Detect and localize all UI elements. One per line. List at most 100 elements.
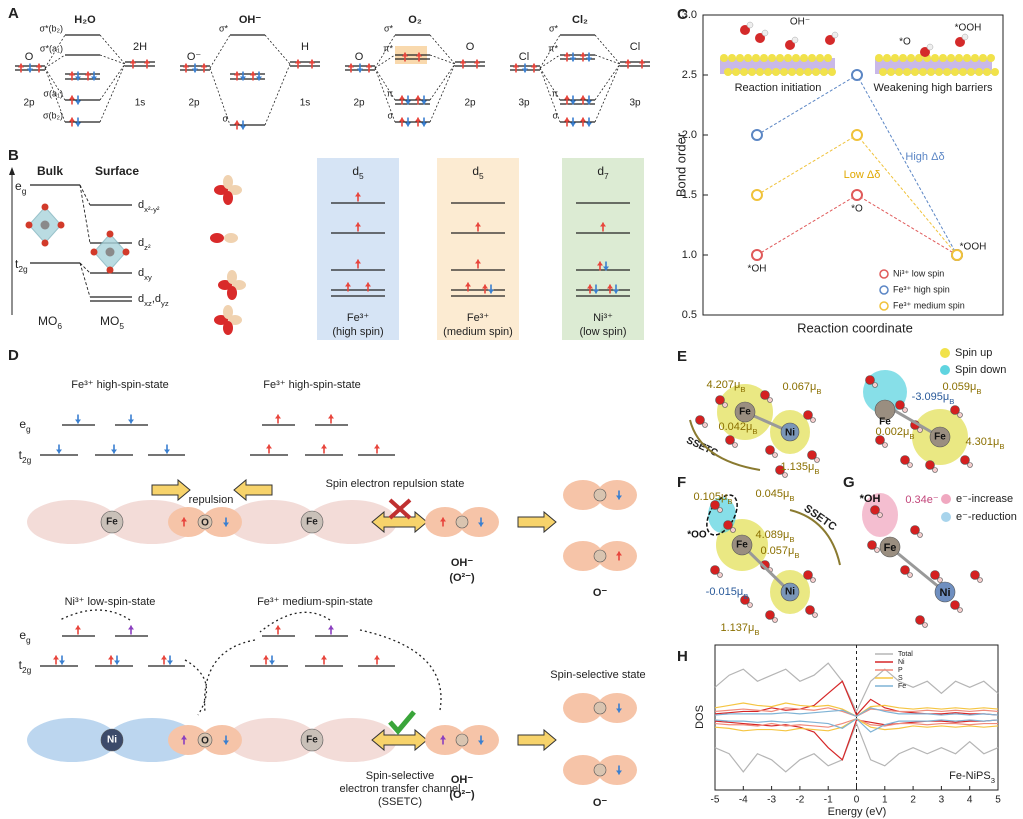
slab-atom — [812, 68, 820, 76]
spin-arrow-head — [616, 551, 622, 556]
atom-sphere — [875, 435, 885, 445]
atom-sphere — [810, 417, 816, 423]
atom-sphere — [100, 510, 124, 534]
structure-label: 4.089μ — [755, 529, 789, 541]
plot-frame — [702, 14, 1004, 316]
correlation-line — [374, 34, 396, 69]
spin-arrow-head — [586, 57, 592, 62]
correlation-line — [79, 184, 91, 244]
orbital-lobe — [597, 480, 637, 510]
label: z² — [144, 243, 151, 252]
structure-label: B — [727, 497, 732, 506]
orbital-lobe — [563, 755, 603, 785]
atom — [90, 248, 98, 256]
slab-atom — [903, 68, 911, 76]
atom-sphere — [702, 422, 708, 428]
atom-label: O — [25, 51, 34, 63]
spin-arrow-head — [616, 770, 622, 775]
dotted-arrow — [184, 659, 207, 716]
spin-arrow-head — [593, 289, 599, 294]
legend-marker — [879, 285, 889, 295]
dos-line — [714, 662, 999, 713]
label: dx²-y² — [138, 199, 160, 214]
atom-sphere — [870, 505, 880, 515]
slab-atom — [764, 68, 772, 76]
label: O⁻ — [593, 587, 608, 599]
slab-atom — [891, 54, 899, 62]
block-arrow — [233, 478, 273, 502]
label: Fe³⁺ high-spin-state — [71, 379, 169, 391]
label: Bulk — [37, 164, 63, 178]
spin-arrow-head — [181, 735, 187, 740]
spin-arrow-head — [440, 735, 446, 740]
slab-atom — [792, 54, 800, 62]
atom-sphere — [775, 465, 785, 475]
structure-label: Fe — [736, 540, 748, 551]
atom — [122, 248, 130, 256]
slab-atom — [784, 54, 792, 62]
slab-atom — [919, 68, 927, 76]
structure-label: 0.059μ — [942, 381, 976, 393]
spin-arrow-head — [114, 660, 120, 665]
legend-marker — [879, 301, 889, 311]
spin-arrow-head — [625, 59, 631, 64]
label: g — [22, 186, 27, 196]
structure-label: SSETC — [685, 435, 720, 459]
orbital-label: 2p — [464, 98, 476, 109]
double-arrow — [371, 510, 428, 534]
structure-label: 0.042μ — [718, 421, 752, 433]
orbital-lobe — [227, 286, 237, 300]
slab-atom — [788, 68, 796, 76]
slab-atom — [824, 54, 832, 62]
spin-arrow-head — [399, 117, 405, 122]
spin-arrow-head — [374, 444, 380, 449]
spin-arrow-head — [269, 660, 275, 665]
slab-atom — [939, 54, 947, 62]
spin-arrow-head — [91, 76, 97, 81]
spin-arrow-head — [275, 414, 281, 419]
atom-sphere — [922, 622, 928, 628]
structure-label: Ni — [940, 587, 951, 599]
orbital-lobe — [425, 507, 465, 537]
spin-arrow-head — [357, 68, 363, 73]
check-mark — [388, 710, 416, 735]
atom — [41, 203, 49, 211]
orbital-lobe — [597, 541, 637, 571]
structure-label: B — [740, 385, 745, 394]
spin-arrow-head — [365, 282, 371, 287]
transfer-arrow — [789, 509, 841, 566]
spin-arrow-head — [513, 63, 519, 68]
spin-arrow-head — [263, 655, 269, 660]
label: d5 — [472, 164, 484, 181]
label: 6 — [57, 321, 62, 331]
label: g — [26, 635, 31, 645]
label: eg — [19, 628, 31, 645]
slab-atom — [955, 54, 963, 62]
x-tick-label: -2 — [795, 795, 804, 806]
structure-label: 1.137μB — [720, 622, 759, 637]
spin-arrow-head — [639, 59, 645, 64]
spin-arrow-head — [613, 289, 619, 294]
label: dz² — [138, 237, 151, 252]
atom-sphere — [593, 701, 607, 715]
atom-sphere — [967, 462, 973, 468]
slab-atom — [720, 54, 728, 62]
atom — [25, 221, 33, 229]
legend-label: Spin down — [955, 364, 1006, 376]
orbital-lobe — [307, 718, 397, 762]
atom-sphere — [731, 534, 753, 556]
spin-arrow-head — [108, 655, 114, 660]
atom-sphere — [929, 426, 951, 448]
spin-arrow-head — [421, 100, 427, 105]
orbital-lobe — [224, 233, 238, 243]
atom-sphere — [780, 582, 800, 602]
mo-label: π* — [548, 43, 558, 53]
label: MO — [100, 314, 119, 328]
data-point — [751, 189, 763, 201]
slab-atom — [808, 54, 816, 62]
orbital-lobe — [228, 315, 242, 325]
atom-sphere — [872, 382, 878, 388]
column-bg — [437, 158, 519, 340]
label: Fe³⁺ — [347, 312, 370, 324]
atom-sphere — [934, 581, 956, 603]
